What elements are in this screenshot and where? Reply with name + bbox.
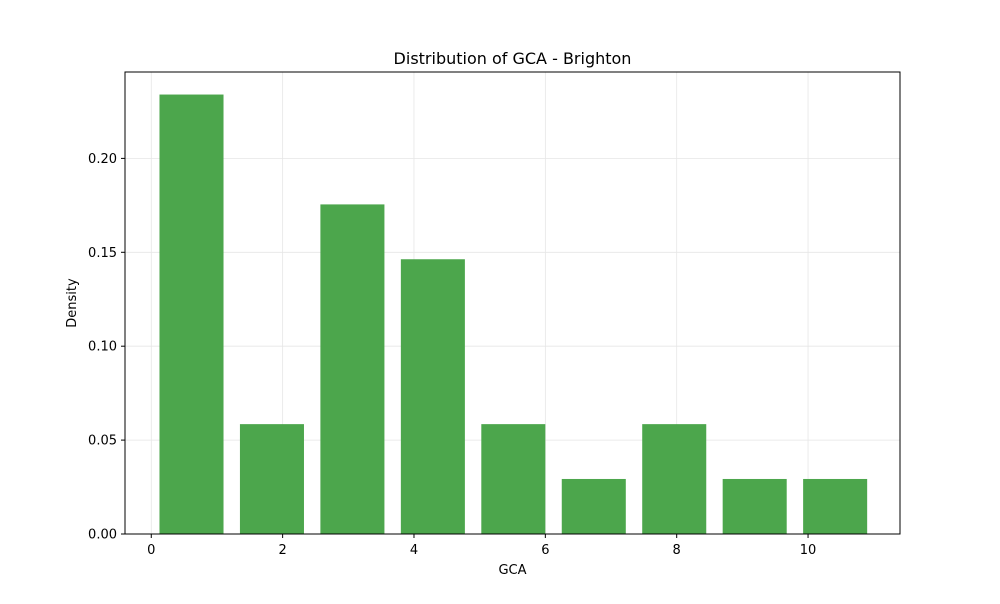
bar-6 — [561, 478, 626, 534]
bar-7 — [642, 424, 707, 534]
y-axis-ticks: 0.00 0.05 0.10 0.15 0.20 — [88, 152, 125, 543]
plot-frame — [124, 71, 901, 535]
bar-9 — [803, 478, 868, 534]
bar-1 — [159, 94, 224, 534]
bar-5 — [481, 424, 546, 534]
x-tick-label: 0 — [147, 543, 155, 558]
bar-4 — [400, 259, 465, 534]
x-axis-label: GCA — [498, 563, 526, 578]
x-tick-label: 6 — [541, 543, 549, 558]
y-tick-label: 0.05 — [88, 434, 117, 449]
bar-2 — [239, 424, 304, 534]
bar-3 — [320, 204, 385, 534]
bars — [159, 94, 868, 534]
x-tick-label: 8 — [673, 543, 681, 558]
y-tick-label: 0.15 — [88, 246, 117, 261]
y-axis-label: Density — [65, 278, 80, 328]
chart-title: Distribution of GCA - Brighton — [394, 49, 632, 68]
y-tick-label: 0.00 — [88, 528, 117, 543]
x-tick-label: 10 — [800, 543, 817, 558]
y-tick-label: 0.20 — [88, 152, 117, 167]
bar-8 — [722, 478, 787, 534]
y-tick-label: 0.10 — [88, 340, 117, 355]
x-axis-ticks: 0 2 4 6 8 10 — [147, 534, 816, 558]
x-tick-label: 2 — [278, 543, 286, 558]
x-tick-label: 4 — [410, 543, 418, 558]
